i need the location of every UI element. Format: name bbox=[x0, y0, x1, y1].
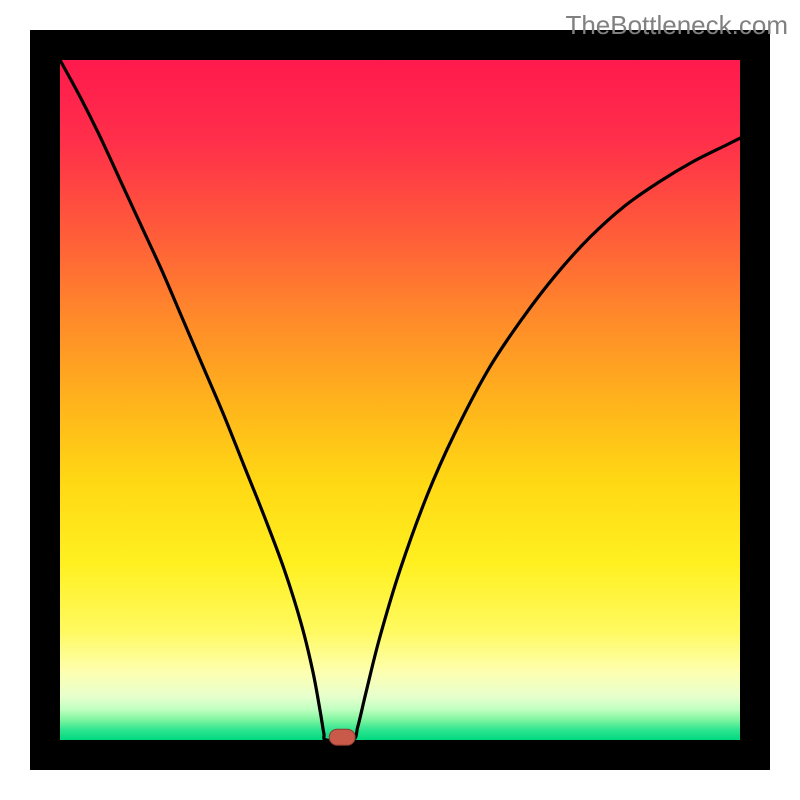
bottleneck-chart-svg bbox=[0, 0, 800, 800]
watermark-text: TheBottleneck.com bbox=[565, 10, 788, 41]
chart-stage: TheBottleneck.com bbox=[0, 0, 800, 800]
gradient-background bbox=[60, 60, 740, 740]
optimal-point-marker bbox=[329, 729, 355, 745]
